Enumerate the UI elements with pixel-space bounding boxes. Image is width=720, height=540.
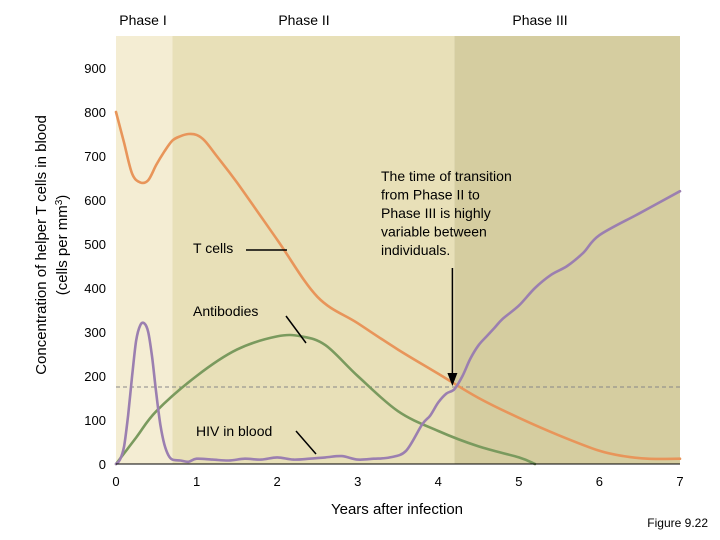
y-tick-labels: 0 100 200 300 400 500 600 700 800 900 xyxy=(84,61,106,472)
phase-label-1: Phase I xyxy=(119,12,166,28)
annotation-line: from Phase II to xyxy=(381,187,480,203)
x-tick-label: 3 xyxy=(354,474,361,489)
series-group xyxy=(114,110,682,466)
leader-line-hiv-in-blood xyxy=(295,430,317,455)
phase-labels: Phase I Phase II Phase III xyxy=(119,12,567,28)
y-tick-label: 300 xyxy=(84,325,106,340)
annotation: The time of transition from Phase II to Ph… xyxy=(381,168,512,258)
y-axis-label-line1: Concentration of helper T cells in blood xyxy=(33,115,50,375)
phase-band-2 xyxy=(172,36,455,464)
series-label-hiv-in-blood: HIV in blood xyxy=(196,423,272,439)
series-label-antibodies: Antibodies xyxy=(193,303,258,319)
y-tick-label: 700 xyxy=(84,149,106,164)
annotation-line: The time of transition xyxy=(381,168,512,184)
y-tick-label: 500 xyxy=(84,237,106,252)
x-tick-label: 0 xyxy=(112,474,119,489)
phase-band-3 xyxy=(454,36,680,464)
phase-label-2: Phase II xyxy=(278,12,329,28)
y-axis-label-line2: (cells per mm3) xyxy=(54,195,71,296)
x-tick-label: 7 xyxy=(676,474,683,489)
annotation-line: individuals. xyxy=(381,242,450,258)
series-line-hiv-in-blood xyxy=(114,189,682,466)
y-tick-label: 100 xyxy=(84,413,106,428)
annotation-line: variable between xyxy=(381,224,487,240)
phase-band-1 xyxy=(116,36,173,464)
x-tick-label: 2 xyxy=(274,474,281,489)
y-tick-label: 800 xyxy=(84,105,106,120)
y-tick-label: 200 xyxy=(84,369,106,384)
phase-label-3: Phase III xyxy=(512,12,567,28)
annotation-line: Phase III is highly xyxy=(381,205,491,221)
leader-line-antibodies xyxy=(285,315,307,344)
series-label-t-cells: T cells xyxy=(193,240,233,256)
series-line-t-cells xyxy=(114,110,682,461)
x-tick-label: 4 xyxy=(435,474,442,489)
x-tick-label: 1 xyxy=(193,474,200,489)
leader-lines: T cells Antibodies HIV in blood xyxy=(193,240,317,455)
y-tick-label: 900 xyxy=(84,61,106,76)
y-tick-label: 600 xyxy=(84,193,106,208)
x-tick-label: 5 xyxy=(515,474,522,489)
y-tick-label: 400 xyxy=(84,281,106,296)
phase-bands xyxy=(116,36,680,464)
figure-label: Figure 9.22 xyxy=(647,516,708,530)
x-tick-label: 6 xyxy=(596,474,603,489)
annotation-arrowhead xyxy=(447,373,458,386)
y-tick-label: 0 xyxy=(99,457,106,472)
x-tick-labels: 0 1 2 3 4 5 6 7 xyxy=(112,474,683,489)
x-axis-label: Years after infection xyxy=(331,501,463,518)
